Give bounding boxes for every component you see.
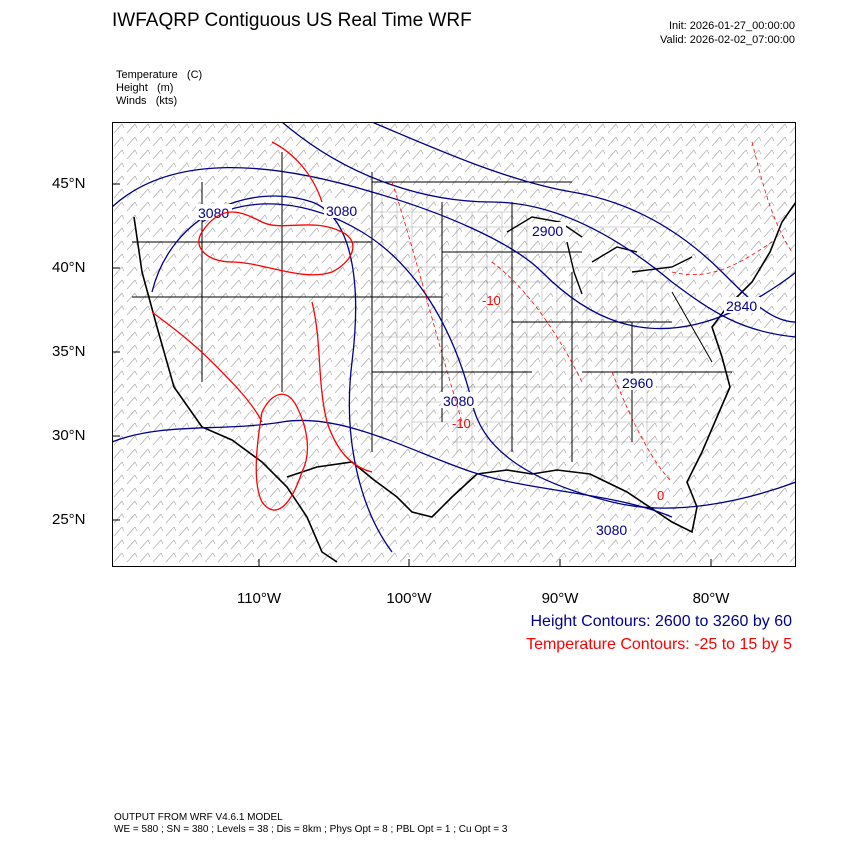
height-label: 3080 (198, 205, 229, 221)
height-label: 3080 (443, 393, 474, 409)
variable-height: Height (m) (116, 82, 174, 94)
lon-label: 100°W (386, 590, 432, 607)
height-label: 2840 (726, 298, 757, 314)
county-boundaries (372, 192, 712, 482)
height-label: 3080 (596, 522, 627, 538)
temperature-contours (151, 141, 373, 511)
variable-temperature: Temperature (C) (116, 69, 203, 81)
height-legend: Height Contours: 2600 to 3260 by 60 (530, 613, 792, 630)
height-label: 2960 (622, 375, 653, 391)
lon-label: 80°W (692, 590, 730, 607)
chart-title: IWFAQRP Contiguous US Real Time WRF (112, 10, 472, 31)
temperature-contours-dashed (391, 141, 793, 483)
valid-time: Valid: 2026-02-02_07:00:00 (660, 34, 795, 46)
init-time: Init: 2026-01-27_00:00:00 (669, 20, 795, 32)
wind-barbs (112, 122, 796, 567)
map-plot: 3080 3080 2900 2840 2960 3080 3080 -10 (112, 122, 796, 567)
model-config: WE = 580 ; SN = 380 ; Levels = 38 ; Dis … (114, 824, 508, 835)
lat-label: 30°N (52, 427, 86, 444)
temperature-label: -10 (482, 293, 501, 308)
lat-label: 45°N (52, 175, 86, 192)
temperature-label: 0 (657, 488, 664, 503)
lat-label: 40°N (52, 259, 86, 276)
temperature-label: -10 (452, 416, 471, 431)
temperature-legend: Temperature Contours: -25 to 15 by 5 (526, 636, 792, 653)
axis-ticks (112, 183, 712, 567)
map-border (112, 122, 796, 567)
height-label: 2900 (532, 223, 563, 239)
lat-label: 25°N (52, 511, 86, 528)
height-label: 3080 (326, 203, 357, 219)
lat-label: 35°N (52, 343, 86, 360)
model-info: OUTPUT FROM WRF V4.6.1 MODEL (114, 812, 283, 823)
lon-label: 90°W (541, 590, 579, 607)
lon-label: 110°W (236, 590, 282, 607)
great-lakes (506, 216, 693, 295)
variable-winds: Winds (kts) (116, 95, 178, 107)
